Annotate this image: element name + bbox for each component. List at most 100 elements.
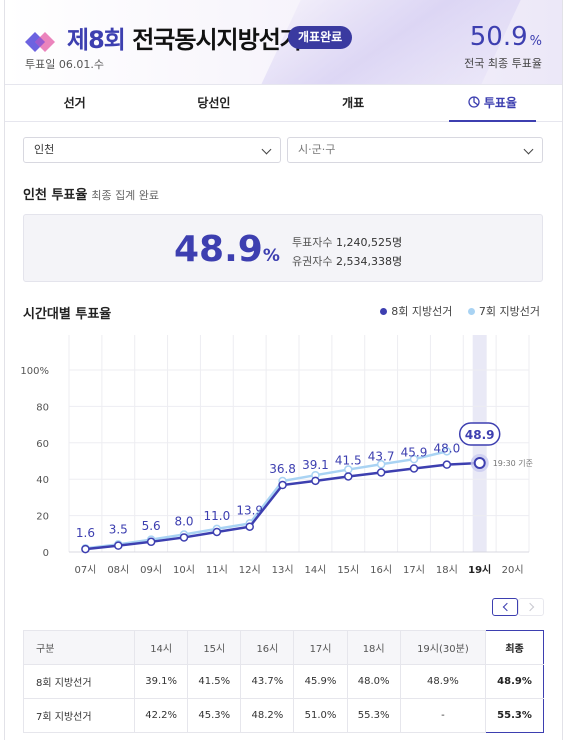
table-cell-final: 48.9% bbox=[485, 664, 544, 699]
city-select[interactable]: 인천 bbox=[23, 137, 281, 163]
table-row: 7회 지방선거 42.2% 45.3% 48.2% 51.0% 55.3% - … bbox=[22, 698, 544, 733]
city-select-value: 인천 bbox=[34, 143, 55, 156]
hourly-turnout-chart: 0 20 40 60 80 100% 07시 08시 09시 10시 11시 12시 13시 14시 15시… bbox=[20, 335, 533, 576]
table-cell: 43.7% bbox=[240, 664, 295, 699]
turnout-summary-box: 48.9% 투표자수 1,240,525명 유권자수 2,534,338명 bbox=[23, 214, 543, 282]
table-header-cell: 14시 bbox=[134, 630, 189, 665]
series-point-7th bbox=[442, 447, 452, 456]
y-tick-label: 20 bbox=[36, 512, 49, 523]
district-select[interactable]: 시·군·구 bbox=[287, 137, 543, 163]
x-tick-label: 20시 bbox=[502, 564, 524, 576]
data-label: 41.5 bbox=[335, 453, 362, 467]
table-cell: 55.3% bbox=[346, 698, 401, 733]
series-point-8th bbox=[179, 533, 189, 542]
tab-vote-count[interactable]: 개표 bbox=[342, 96, 365, 110]
pie-chart-icon bbox=[468, 96, 480, 108]
data-label: 45.9 bbox=[401, 445, 428, 459]
data-label: 8.0 bbox=[174, 514, 193, 528]
series-point-8th bbox=[245, 522, 254, 531]
table-cell: - bbox=[399, 698, 487, 733]
voters-label: 투표자수 bbox=[292, 236, 333, 249]
national-rate: 50.9% bbox=[470, 22, 542, 52]
chart-prev-button[interactable] bbox=[492, 598, 518, 616]
chevron-down-icon bbox=[523, 144, 534, 155]
data-label: 3.5 bbox=[109, 523, 128, 537]
table-cell: 41.5% bbox=[187, 664, 242, 699]
national-rate-value: 50.9 bbox=[469, 22, 528, 52]
turnout-title: 인천 투표율 bbox=[23, 188, 88, 203]
x-tick-label: 18시 bbox=[436, 564, 458, 576]
city-turnout-unit: % bbox=[262, 246, 280, 266]
highlight-point bbox=[473, 457, 486, 470]
series-point-8th bbox=[114, 541, 123, 550]
y-tick-label: 0 bbox=[43, 548, 49, 559]
data-label: 1.6 bbox=[76, 526, 95, 540]
legend-dot-8th bbox=[380, 307, 388, 315]
city-turnout-value: 48.9 bbox=[174, 229, 263, 270]
district-select-placeholder: 시·군·구 bbox=[298, 143, 336, 156]
table-header-row: 구분 14시 15시 16시 17시 18시 19시(30분) 최종 bbox=[22, 630, 544, 665]
series-point-8th bbox=[311, 476, 320, 486]
x-tick-label: 07시 bbox=[74, 564, 96, 576]
table-row: 8회 지방선거 39.1% 41.5% 43.7% 45.9% 48.0% 48… bbox=[22, 664, 544, 699]
legend-dot-7th bbox=[467, 307, 475, 315]
data-label: 5.6 bbox=[142, 519, 161, 533]
hourly-chart-title: 시간대별 투표율 bbox=[23, 307, 112, 322]
series-point-7th bbox=[409, 454, 419, 464]
table-header-cell: 19시(30분) bbox=[399, 630, 487, 665]
x-tick-label: 12시 bbox=[239, 564, 261, 576]
series-point-8th bbox=[376, 468, 386, 477]
x-tick-label: 16시 bbox=[370, 564, 392, 576]
table-cell: 39.1% bbox=[134, 664, 189, 699]
legend-item-7th: 7회 지방선거 bbox=[467, 305, 540, 318]
electors-count-row: 유권자수 2,534,338명 bbox=[292, 252, 402, 271]
x-tick-label: 08시 bbox=[107, 564, 129, 576]
tab-turnout[interactable]: 투표율 bbox=[423, 85, 562, 122]
turnout-table: 구분 14시 15시 16시 17시 18시 19시(30분) 최종 8회 지방… bbox=[22, 630, 544, 733]
table-cell: 51.0% bbox=[293, 698, 348, 733]
table-cell: 45.9% bbox=[293, 664, 348, 699]
highlight-value-label: 48.9 bbox=[465, 428, 495, 442]
table-cell-final: 55.3% bbox=[485, 698, 544, 733]
table-header-cell: 구분 bbox=[22, 630, 136, 665]
x-tick-label: 17시 bbox=[403, 564, 425, 576]
table-header-cell: 16시 bbox=[240, 630, 295, 665]
table-row-label: 7회 지방선거 bbox=[22, 698, 136, 733]
series-point-7th bbox=[376, 460, 386, 469]
data-label: 39.1 bbox=[302, 458, 329, 472]
highlight-value-bubble bbox=[458, 422, 501, 446]
election-header: 제8회 전국동시지방선거 개표완료 투표일 06.01.수 50.9% 전국 최… bbox=[5, 0, 562, 84]
national-rate-unit: % bbox=[529, 34, 542, 49]
x-tick-label: 09시 bbox=[140, 564, 162, 576]
tab-election[interactable]: 선거 bbox=[63, 96, 86, 110]
tab-turnout-label: 투표율 bbox=[483, 96, 517, 110]
series-point-8th bbox=[409, 464, 419, 473]
highlight-note: 19:30 기준 bbox=[493, 459, 533, 468]
count-complete-badge: 개표완료 bbox=[288, 26, 353, 49]
electors-label: 유권자수 bbox=[292, 255, 333, 268]
legend-label-7th: 7회 지방선거 bbox=[478, 305, 540, 318]
chart-next-button[interactable] bbox=[518, 598, 544, 616]
chevron-down-icon bbox=[261, 144, 272, 155]
turnout-counts: 투표자수 1,240,525명 유권자수 2,534,338명 bbox=[292, 233, 402, 271]
table-cell: 42.2% bbox=[134, 698, 189, 733]
election-number: 제8회 bbox=[67, 26, 126, 54]
table-header-cell: 15시 bbox=[187, 630, 242, 665]
election-logo-icon bbox=[25, 32, 55, 52]
y-tick-label: 80 bbox=[36, 402, 49, 413]
page-frame: 제8회 전국동시지방선거 개표완료 투표일 06.01.수 50.9% 전국 최… bbox=[4, 0, 563, 740]
election-name: 전국동시지방선거 bbox=[132, 26, 302, 54]
series-point-8th bbox=[344, 472, 353, 481]
table-cell: 48.2% bbox=[240, 698, 295, 733]
table-header-cell: 18시 bbox=[346, 630, 401, 665]
turnout-section-title: 인천 투표율 최종 집계 완료 bbox=[23, 184, 159, 203]
table-header-cell: 17시 bbox=[293, 630, 348, 665]
chevron-right-icon bbox=[525, 602, 535, 612]
series-point-8th bbox=[442, 460, 452, 469]
x-tick-label: 10시 bbox=[173, 564, 195, 576]
tab-winners[interactable]: 당선인 bbox=[197, 96, 231, 110]
voters-count: 1,240,525명 bbox=[335, 236, 403, 249]
table-header-final: 최종 bbox=[485, 630, 544, 665]
election-title: 제8회 전국동시지방선거 bbox=[67, 20, 302, 55]
x-tick-label: 15시 bbox=[337, 564, 359, 576]
